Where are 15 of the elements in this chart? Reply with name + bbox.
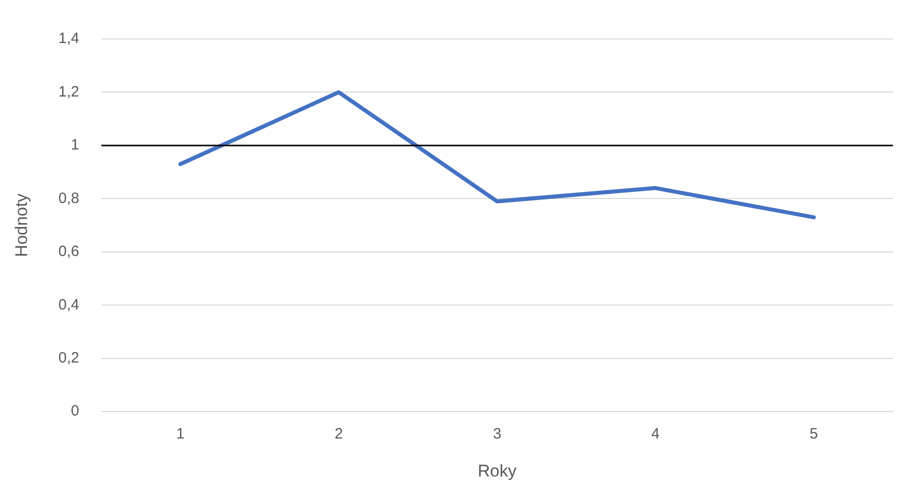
y-tick-label: 0,2 xyxy=(58,350,80,367)
y-tick-label: 0,8 xyxy=(58,190,80,207)
y-tick-label: 1,2 xyxy=(58,83,80,100)
x-tick-label: 2 xyxy=(334,426,343,443)
x-tick-label: 1 xyxy=(176,426,185,443)
y-tick-label: 0 xyxy=(70,402,80,420)
x-tick-label: 3 xyxy=(492,426,502,443)
y-axis-title: Hodnoty xyxy=(12,193,31,257)
x-tick-label: 5 xyxy=(810,426,818,443)
y-tick-label: 1,4 xyxy=(58,30,80,48)
y-tick-label: 1 xyxy=(70,136,80,154)
x-axis-title: Roky xyxy=(478,461,517,480)
y-tick-label: 0,4 xyxy=(58,296,80,314)
y-tick-label: 0,6 xyxy=(58,243,80,260)
x-tick-label: 4 xyxy=(651,426,660,443)
